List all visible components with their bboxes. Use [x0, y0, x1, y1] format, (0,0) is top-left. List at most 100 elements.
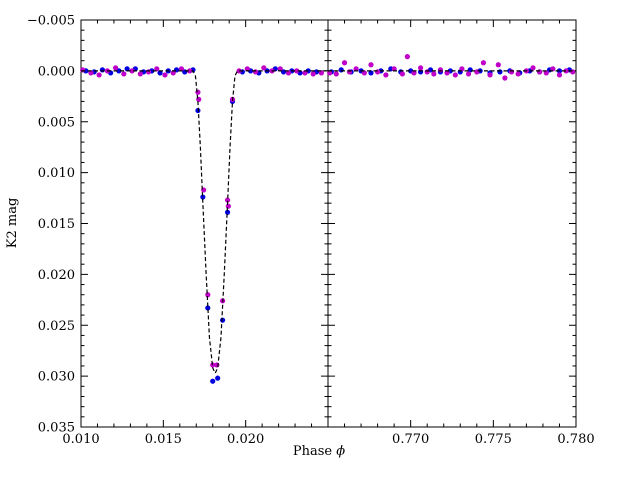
y-tick-label: 0.035: [38, 421, 75, 436]
y-tick-labels: −0.005 0.000 0.005 0.010 0.015 0.020 0.025 0.03…: [27, 14, 75, 436]
data-point: [302, 70, 308, 76]
data-point: [465, 71, 472, 77]
data-point: [391, 66, 397, 72]
y-axis-label: K2 mag: [5, 198, 20, 249]
panel-frame: [80, 19, 329, 428]
data-point: [399, 71, 405, 77]
data-point: [96, 72, 102, 78]
data-point: [80, 67, 86, 73]
data-point: [459, 66, 465, 72]
data-point: [341, 60, 348, 66]
data-point: [236, 68, 242, 74]
data-point: [215, 375, 221, 381]
data-point: [200, 194, 206, 200]
x-tick-label: 0.010: [62, 432, 99, 447]
data-point: [121, 71, 127, 77]
x-tick-label: 0.780: [557, 432, 594, 447]
x-tick-label: 0.775: [475, 432, 512, 447]
x-tick-label: 0.770: [392, 432, 429, 447]
data-point: [205, 305, 211, 311]
panel-transit: 0.010 0.015 0.020: [62, 19, 329, 447]
data-point: [327, 70, 333, 76]
data-point: [353, 66, 359, 72]
panel-frame: [327, 19, 577, 428]
data-point: [424, 69, 430, 75]
data-point: [252, 69, 259, 75]
data-point: [346, 69, 353, 75]
y-tick-label: 0.015: [38, 217, 75, 232]
data-point: [318, 70, 325, 76]
data-point: [375, 69, 381, 75]
data-point: [537, 69, 543, 75]
y-tick-label: 0.000: [38, 64, 75, 79]
data-point: [431, 71, 437, 77]
data-point: [145, 69, 152, 75]
data-point: [210, 378, 216, 384]
data-point: [361, 70, 367, 76]
data-point: [205, 292, 211, 298]
data-point: [310, 71, 316, 77]
data-point: [137, 71, 143, 77]
y-tick-label: 0.025: [38, 319, 75, 334]
data-point: [495, 62, 501, 68]
data-point: [162, 72, 168, 78]
data-point: [570, 69, 576, 75]
data-point: [497, 69, 503, 75]
data-point: [515, 71, 521, 77]
data-point: [195, 89, 201, 95]
y-tick-label: 0.010: [38, 166, 75, 181]
data-point: [124, 66, 130, 72]
data-point: [129, 68, 135, 74]
data-point: [157, 70, 163, 76]
data-point: [563, 68, 569, 74]
data-point: [508, 69, 515, 75]
data-point: [244, 66, 250, 72]
data-point: [116, 68, 122, 74]
data-point: [225, 203, 231, 209]
data-point: [277, 66, 283, 72]
data-point: [210, 362, 216, 368]
data-point: [502, 75, 508, 81]
data-point: [154, 66, 160, 72]
panel-out-of-transit: 0.770 0.775 0.780: [327, 19, 595, 447]
x-axis-label: Phase ϕ: [293, 444, 345, 459]
y-tick-label: 0.005: [38, 115, 75, 130]
model-curve: [81, 70, 328, 375]
data-point: [556, 72, 563, 78]
x-tick-label: 0.020: [227, 432, 264, 447]
data-point: [487, 72, 493, 78]
data-point: [178, 66, 185, 72]
data-point: [294, 68, 300, 74]
data-point: [338, 67, 344, 73]
data-point: [383, 72, 389, 78]
x-axis-label-text: Phase: [293, 444, 333, 459]
y-tick-label: −0.005: [27, 14, 75, 29]
x-tick-label: 0.015: [145, 432, 182, 447]
data-point: [224, 209, 231, 215]
data-point: [368, 70, 374, 76]
data-point: [196, 96, 202, 102]
data-point: [452, 72, 458, 78]
data-point: [550, 66, 556, 72]
data-point: [530, 65, 536, 71]
data-point: [170, 70, 176, 76]
data-point: [368, 62, 374, 68]
data-point: [261, 65, 267, 71]
data-point: [480, 60, 487, 66]
y-tick-label: 0.020: [38, 268, 75, 283]
data-point: [417, 65, 424, 71]
data-point: [444, 70, 450, 76]
data-point: [543, 70, 549, 76]
data-point: [411, 70, 417, 76]
data-point: [474, 69, 480, 75]
data-point: [404, 54, 410, 60]
data-point: [99, 67, 106, 73]
data-point: [224, 197, 231, 203]
x-axis-label-symbol: ϕ: [336, 444, 345, 459]
data-point: [88, 70, 94, 76]
y-tick-label: 0.030: [38, 370, 75, 385]
data-point: [220, 317, 226, 323]
data-point: [437, 67, 444, 73]
